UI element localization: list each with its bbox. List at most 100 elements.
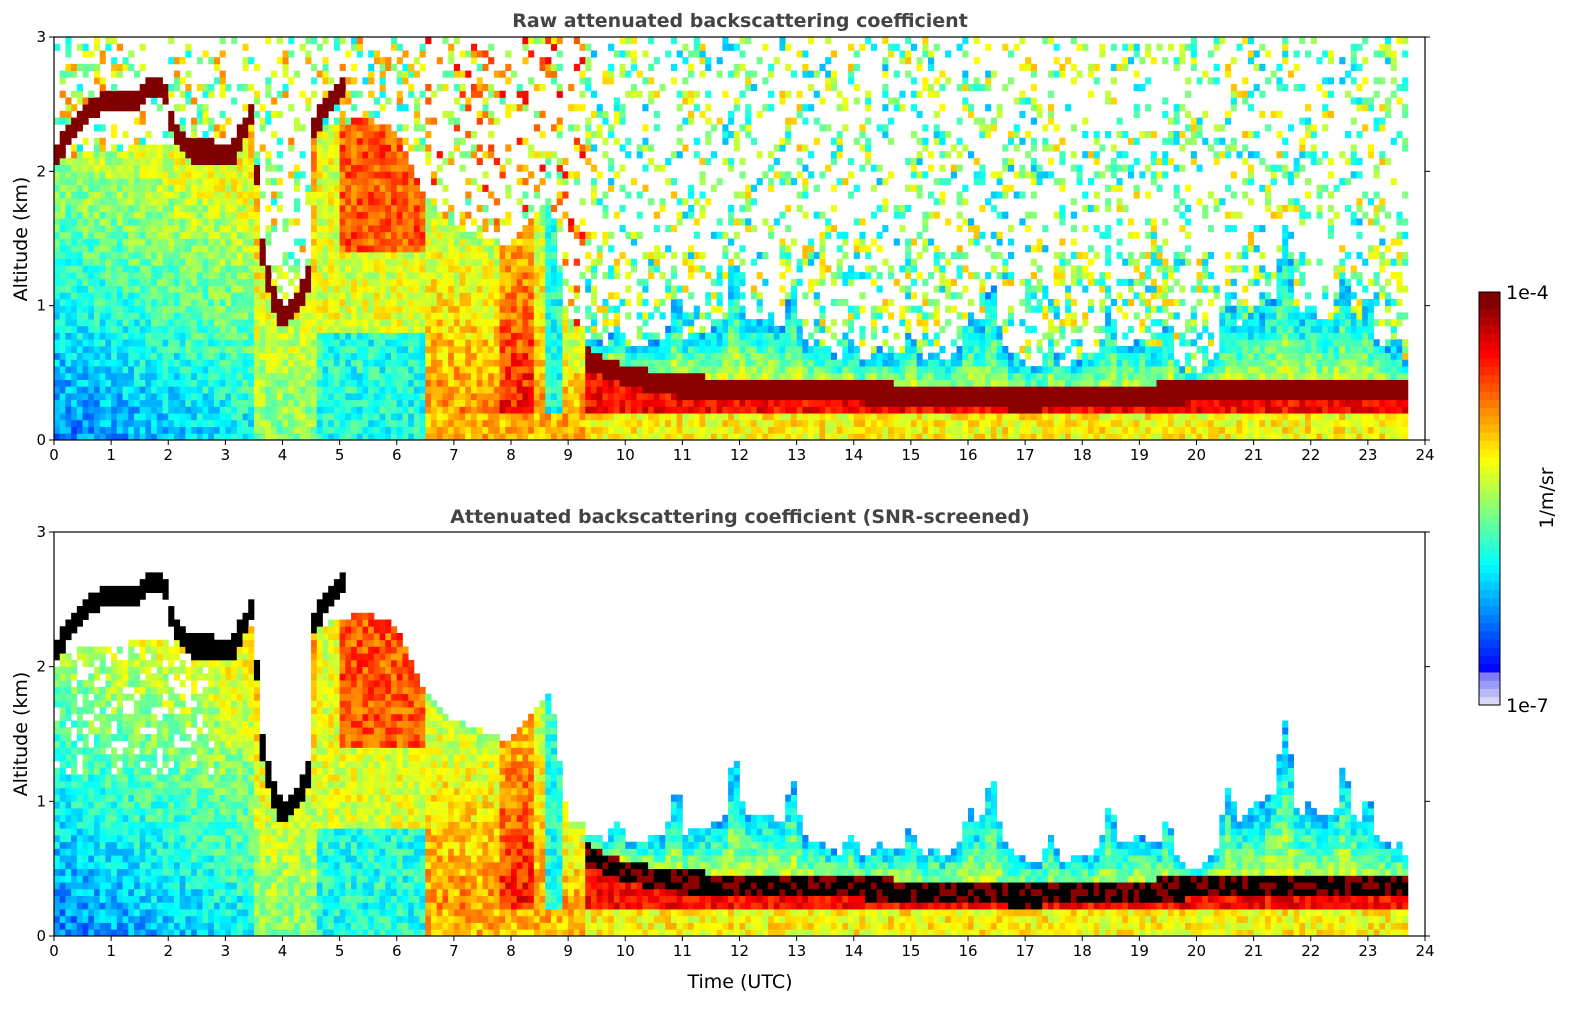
heatmap-cell	[231, 265, 238, 273]
heatmap-cell	[539, 325, 546, 333]
heatmap-cell	[225, 379, 232, 387]
heatmap-cell	[139, 151, 146, 159]
heatmap-cell	[162, 392, 169, 401]
heatmap-cell	[59, 198, 66, 206]
heatmap-cell	[636, 392, 643, 401]
heatmap-cell	[179, 366, 186, 374]
heatmap-cell	[139, 413, 146, 421]
heatmap-cell	[162, 386, 169, 394]
heatmap-cell	[236, 251, 243, 260]
heatmap-cell	[356, 325, 363, 333]
heatmap-cell	[208, 292, 215, 300]
heatmap-cell	[59, 359, 66, 367]
heatmap-cell	[333, 211, 341, 219]
heatmap-cell	[413, 104, 420, 112]
heatmap-cell	[253, 426, 261, 434]
heatmap-cell	[448, 157, 455, 166]
heatmap-cell	[219, 251, 226, 260]
heatmap-cell	[93, 285, 101, 293]
heatmap-cell	[602, 433, 609, 441]
heatmap-cell	[716, 366, 723, 374]
heatmap-cell	[625, 37, 632, 45]
heatmap-cell	[328, 171, 335, 179]
heatmap-cell	[328, 379, 335, 387]
heatmap-cell	[99, 225, 106, 233]
heatmap-cell	[248, 117, 255, 125]
heatmap-cell	[271, 406, 278, 414]
heatmap-cell	[71, 426, 78, 434]
heatmap-cell	[259, 433, 266, 441]
heatmap-cell	[368, 392, 375, 401]
heatmap-cell	[471, 399, 478, 407]
heatmap-cell	[345, 433, 352, 441]
heatmap-cell	[419, 211, 426, 219]
heatmap-cell	[111, 386, 118, 394]
heatmap-cell	[93, 43, 101, 51]
heatmap-cell	[705, 433, 712, 441]
heatmap-cell	[630, 413, 638, 421]
heatmap-cell	[213, 231, 221, 239]
heatmap-cell	[613, 406, 620, 414]
heatmap-cell	[145, 419, 152, 427]
heatmap-cell	[179, 117, 186, 125]
heatmap-cell	[185, 171, 192, 179]
heatmap-cell	[436, 151, 443, 159]
heatmap-cell	[630, 426, 638, 434]
heatmap-cell	[653, 110, 660, 118]
heatmap-cell	[185, 298, 192, 307]
heatmap-cell	[459, 413, 466, 421]
heatmap-cell	[82, 137, 89, 145]
heatmap-cell	[316, 386, 323, 394]
heatmap-cell	[608, 70, 615, 78]
heatmap-cell	[368, 77, 375, 85]
heatmap-cell	[299, 392, 306, 401]
heatmap-cell	[305, 272, 312, 280]
heatmap-cell	[459, 332, 466, 340]
heatmap-cell	[642, 392, 649, 401]
heatmap-cell	[345, 77, 352, 85]
heatmap-cell	[699, 426, 706, 434]
heatmap-cell	[476, 265, 483, 273]
heatmap-cell	[93, 191, 101, 199]
heatmap-cell	[516, 164, 523, 172]
heatmap-cell	[128, 251, 135, 260]
heatmap-cell	[699, 312, 706, 320]
heatmap-cell	[528, 305, 535, 313]
heatmap-cell	[459, 90, 466, 98]
heatmap-cell	[373, 124, 381, 132]
heatmap-cell	[482, 225, 489, 233]
heatmap-cell	[368, 117, 375, 125]
heatmap-cell	[202, 137, 209, 145]
heatmap-cell	[476, 278, 483, 286]
heatmap-cell	[202, 325, 209, 333]
heatmap-cell	[248, 278, 255, 286]
heatmap-cell	[191, 117, 198, 125]
heatmap-cell	[550, 258, 558, 266]
heatmap-cell	[493, 70, 500, 78]
heatmap-cell	[339, 225, 346, 233]
heatmap-cell	[493, 419, 500, 427]
heatmap-cell	[156, 319, 163, 327]
heatmap-cell	[373, 399, 381, 407]
heatmap-cell	[436, 386, 443, 394]
heatmap-cell	[168, 426, 175, 434]
heatmap-cell	[528, 258, 535, 266]
heatmap-cell	[213, 433, 221, 441]
heatmap-cell	[179, 225, 186, 233]
heatmap-cell	[259, 325, 266, 333]
heatmap-cell	[202, 251, 209, 260]
heatmap-cell	[248, 231, 255, 239]
heatmap-cell	[316, 70, 323, 78]
heatmap-cell	[293, 392, 301, 401]
heatmap-cell	[88, 433, 95, 441]
heatmap-cell	[82, 406, 89, 414]
heatmap-cell	[253, 225, 261, 233]
heatmap-cell	[425, 305, 432, 313]
heatmap-cell	[396, 399, 403, 407]
heatmap-cell	[202, 198, 209, 206]
heatmap-cell	[396, 43, 403, 51]
heatmap-cell	[145, 366, 152, 374]
heatmap-cell	[339, 366, 346, 374]
heatmap-cell	[373, 298, 381, 307]
heatmap-cell	[276, 325, 283, 333]
